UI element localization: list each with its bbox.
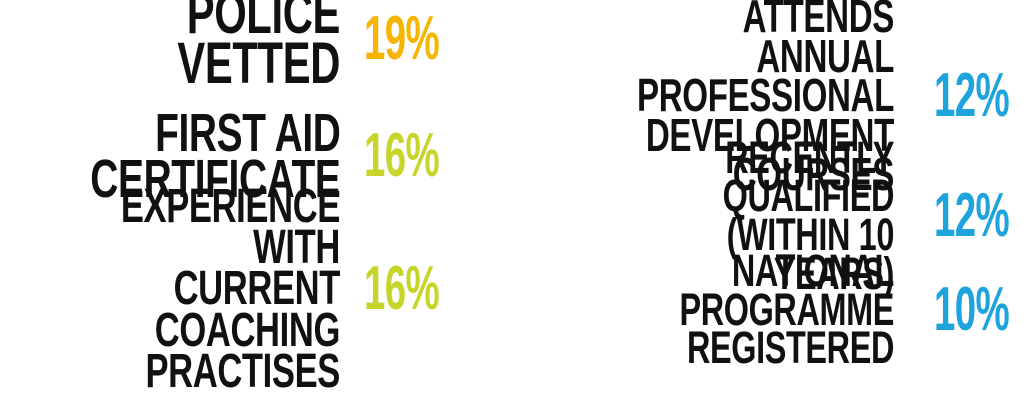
stat-item-police-vetted: POLICE VETTED 19% bbox=[0, 0, 440, 92]
stat-item-coaching-experience: EXPERIENCE WITH CURRENT COACHING PRACTIS… bbox=[0, 182, 440, 395]
stat-item-recently-qualified: RECENTLY QUALIFIED (WITHIN 10 YEARS) 12% bbox=[500, 135, 1023, 296]
stat-item-first-aid: FIRST AID CERTIFICATE 16% bbox=[0, 106, 440, 206]
stat-percent: 16% bbox=[364, 254, 440, 323]
stat-item-professional-development: ATTENDS ANNUAL PROFESSIONAL DEVELOPMENT … bbox=[500, 0, 1023, 197]
stat-label: ATTENDS ANNUAL PROFESSIONAL DEVELOPMENT … bbox=[637, 0, 894, 201]
stat-percent: 12% bbox=[934, 181, 1010, 250]
stat-label: FIRST AID CERTIFICATE bbox=[89, 102, 341, 209]
stat-label: POLICE VETTED bbox=[177, 0, 340, 96]
stat-label: RECENTLY QUALIFIED (WITHIN 10 YEARS) bbox=[722, 131, 895, 299]
stat-percent: 19% bbox=[364, 4, 440, 73]
stat-percent: 16% bbox=[364, 121, 440, 190]
stat-label: NATIONAL PROGRAMME REGISTERED bbox=[679, 244, 894, 374]
stat-percent: 10% bbox=[934, 275, 1010, 344]
stat-item-national-programme: NATIONAL PROGRAMME REGISTERED 10% bbox=[500, 248, 1023, 370]
stat-label: EXPERIENCE WITH CURRENT COACHING PRACTIS… bbox=[120, 179, 341, 398]
stat-percent: 12% bbox=[934, 61, 1010, 130]
